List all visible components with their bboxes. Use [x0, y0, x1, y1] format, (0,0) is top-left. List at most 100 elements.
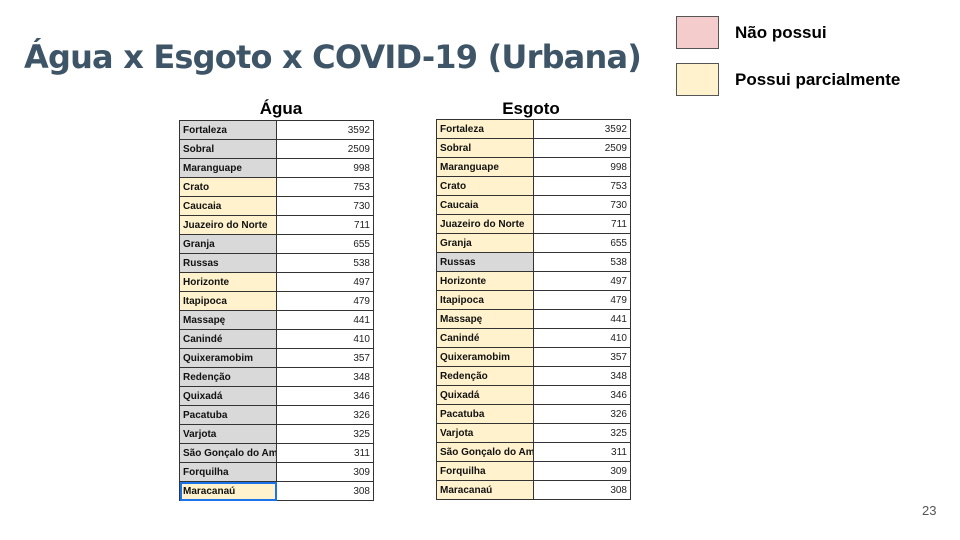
- city-cell[interactable]: Quixadá: [179, 386, 277, 406]
- cases-cell[interactable]: 753: [276, 177, 374, 197]
- table-row: Maracanaú 308: [179, 481, 374, 501]
- city-cell[interactable]: Quixeramobim: [436, 347, 534, 367]
- city-cell[interactable]: São Gonçalo do Am: [436, 442, 534, 462]
- city-cell[interactable]: Horizonte: [179, 272, 277, 292]
- cases-cell[interactable]: 2509: [276, 139, 374, 159]
- cases-cell[interactable]: 3592: [533, 119, 631, 139]
- cases-cell[interactable]: 711: [533, 214, 631, 234]
- city-cell[interactable]: Fortaleza: [436, 119, 534, 139]
- cases-cell[interactable]: 325: [533, 423, 631, 443]
- cases-cell[interactable]: 348: [533, 366, 631, 386]
- cases-cell[interactable]: 357: [533, 347, 631, 367]
- cases-cell[interactable]: 538: [276, 253, 374, 273]
- cases-cell[interactable]: 346: [276, 386, 374, 406]
- esgoto-table: Fortaleza 3592 Sobral 2509 Maranguape 998 Crat…: [436, 119, 631, 500]
- table-row: Canindé 410: [436, 328, 631, 348]
- cases-cell[interactable]: 326: [276, 405, 374, 425]
- city-cell[interactable]: Canindé: [179, 329, 277, 349]
- city-cell[interactable]: Sobral: [179, 139, 277, 159]
- cases-cell[interactable]: 309: [533, 461, 631, 481]
- city-cell[interactable]: Redenção: [436, 366, 534, 386]
- city-cell[interactable]: Varjota: [436, 423, 534, 443]
- city-cell[interactable]: Russas: [179, 253, 277, 273]
- cases-cell[interactable]: 441: [533, 309, 631, 329]
- city-cell[interactable]: Itapipoca: [179, 291, 277, 311]
- cases-cell[interactable]: 311: [533, 442, 631, 462]
- cases-cell[interactable]: 655: [276, 234, 374, 254]
- city-cell[interactable]: Varjota: [179, 424, 277, 444]
- cases-cell[interactable]: 441: [276, 310, 374, 330]
- city-cell[interactable]: Maranguape: [179, 158, 277, 178]
- city-cell[interactable]: Quixadá: [436, 385, 534, 405]
- city-cell[interactable]: Redenção: [179, 367, 277, 387]
- city-cell[interactable]: Itapipoca: [436, 290, 534, 310]
- table-row: Quixadá 346: [436, 385, 631, 405]
- cases-cell[interactable]: 325: [276, 424, 374, 444]
- cases-cell[interactable]: 311: [276, 443, 374, 463]
- table-row: Maracanaú 308: [436, 480, 631, 500]
- table-row: Massapę 441: [179, 310, 374, 330]
- cases-cell[interactable]: 2509: [533, 138, 631, 158]
- cases-cell[interactable]: 655: [533, 233, 631, 253]
- city-cell[interactable]: Canindé: [436, 328, 534, 348]
- city-cell[interactable]: Pacatuba: [179, 405, 277, 425]
- table-row: Fortaleza 3592: [436, 119, 631, 139]
- city-cell[interactable]: Maracanaú: [436, 480, 534, 500]
- table-row: Caucaia 730: [436, 195, 631, 215]
- city-cell[interactable]: Forquilha: [436, 461, 534, 481]
- cases-cell[interactable]: 308: [276, 481, 374, 501]
- table-row: Itapipoca 479: [436, 290, 631, 310]
- city-cell[interactable]: Massapę: [179, 310, 277, 330]
- cases-cell[interactable]: 346: [533, 385, 631, 405]
- cases-cell[interactable]: 326: [533, 404, 631, 424]
- cases-cell[interactable]: 998: [276, 158, 374, 178]
- legend-swatch-yellow: [676, 63, 719, 96]
- city-cell[interactable]: Caucaia: [436, 195, 534, 215]
- slide-title: Água x Esgoto x COVID-19 (Urbana): [24, 38, 642, 76]
- city-cell[interactable]: Maranguape: [436, 157, 534, 177]
- city-cell[interactable]: Crato: [436, 176, 534, 196]
- cases-cell[interactable]: 497: [533, 271, 631, 291]
- city-cell[interactable]: Granja: [436, 233, 534, 253]
- table-row: Caucaia 730: [179, 196, 374, 216]
- city-cell[interactable]: Granja: [179, 234, 277, 254]
- table-row: Pacatuba 326: [179, 405, 374, 425]
- city-cell[interactable]: Sobral: [436, 138, 534, 158]
- table-row: Quixadá 346: [179, 386, 374, 406]
- table-row: Juazeiro do Norte 711: [436, 214, 631, 234]
- cases-cell[interactable]: 348: [276, 367, 374, 387]
- cases-cell[interactable]: 998: [533, 157, 631, 177]
- cases-cell[interactable]: 497: [276, 272, 374, 292]
- cases-cell[interactable]: 479: [276, 291, 374, 311]
- city-cell[interactable]: Maracanaú: [179, 481, 277, 501]
- cases-cell[interactable]: 730: [533, 195, 631, 215]
- city-cell[interactable]: Forquilha: [179, 462, 277, 482]
- cases-cell[interactable]: 410: [533, 328, 631, 348]
- city-cell[interactable]: Caucaia: [179, 196, 277, 216]
- city-cell[interactable]: Juazeiro do Norte: [179, 215, 277, 235]
- cases-cell[interactable]: 308: [533, 480, 631, 500]
- cases-cell[interactable]: 538: [533, 252, 631, 272]
- cases-cell[interactable]: 711: [276, 215, 374, 235]
- city-cell[interactable]: Crato: [179, 177, 277, 197]
- cases-cell[interactable]: 479: [533, 290, 631, 310]
- city-cell[interactable]: Quixeramobim: [179, 348, 277, 368]
- city-cell[interactable]: Massapę: [436, 309, 534, 329]
- city-cell[interactable]: Horizonte: [436, 271, 534, 291]
- table-row: Horizonte 497: [179, 272, 374, 292]
- table-row: Forquilha 309: [436, 461, 631, 481]
- cases-cell[interactable]: 357: [276, 348, 374, 368]
- city-cell[interactable]: Russas: [436, 252, 534, 272]
- city-cell[interactable]: Juazeiro do Norte: [436, 214, 534, 234]
- table-row: São Gonçalo do Am 311: [179, 443, 374, 463]
- cases-cell[interactable]: 3592: [276, 120, 374, 140]
- city-cell[interactable]: São Gonçalo do Am: [179, 443, 277, 463]
- table-row: Fortaleza 3592: [179, 120, 374, 140]
- cases-cell[interactable]: 309: [276, 462, 374, 482]
- city-cell[interactable]: Fortaleza: [179, 120, 277, 140]
- cases-cell[interactable]: 410: [276, 329, 374, 349]
- cases-cell[interactable]: 753: [533, 176, 631, 196]
- table-row: Quixeramobim 357: [179, 348, 374, 368]
- city-cell[interactable]: Pacatuba: [436, 404, 534, 424]
- cases-cell[interactable]: 730: [276, 196, 374, 216]
